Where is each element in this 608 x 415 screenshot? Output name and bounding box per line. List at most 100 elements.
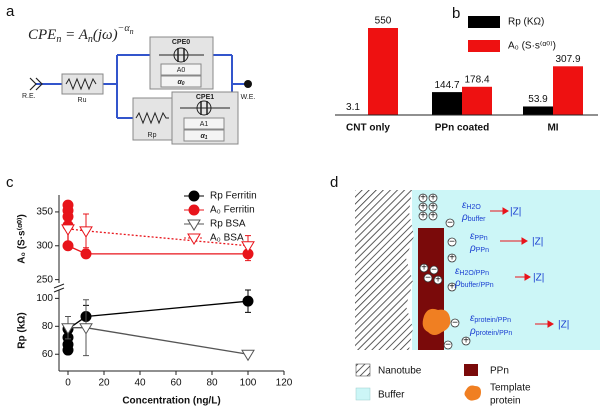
- legend-label: Rp (KΩ): [508, 17, 544, 28]
- shape: [428, 193, 438, 203]
- shape: +: [430, 202, 436, 213]
- shape: [464, 364, 478, 376]
- shape: +: [421, 263, 427, 274]
- component-label: Rp: [148, 132, 157, 139]
- bar: [432, 92, 462, 115]
- shape: [355, 190, 414, 350]
- legend-marker: [187, 233, 201, 245]
- impedance-label: |Z|: [533, 273, 544, 284]
- shape: [183, 117, 225, 130]
- shape: −: [445, 340, 451, 351]
- shape: [450, 318, 460, 328]
- legend-label: Template: [490, 383, 531, 394]
- data-point: [61, 224, 75, 236]
- bar: [553, 66, 583, 115]
- shape: [29, 77, 43, 91]
- property-label: εprotein/PPn: [470, 313, 511, 324]
- impedance-label: |Z|: [510, 207, 521, 218]
- legend-label: protein: [490, 396, 521, 407]
- x-tick-label: 120: [276, 378, 293, 389]
- property-label: ρprotein/PPn: [469, 326, 512, 337]
- shape: [547, 320, 554, 328]
- node-label: W.E.: [241, 94, 256, 101]
- shape: [135, 111, 169, 125]
- x-tick-label: 60: [170, 378, 182, 389]
- property-label: εH2O: [462, 200, 481, 211]
- shape: +: [420, 193, 426, 204]
- shape: [418, 193, 428, 203]
- legend-swatch: [468, 40, 500, 52]
- y-axis-label: Rp (kΩ): [17, 312, 28, 348]
- legend-marker: [187, 219, 201, 231]
- x-tick-label: MI: [547, 123, 558, 134]
- component-label: α1: [200, 133, 207, 141]
- legend-marker: [188, 204, 200, 216]
- shape: [447, 253, 457, 263]
- shape: [428, 202, 438, 212]
- legend-label: Buffer: [378, 390, 405, 401]
- node-label: R.E.: [22, 93, 36, 100]
- shape: [423, 273, 433, 283]
- series-line: [67, 300, 249, 351]
- x-tick-label: CNT only: [346, 123, 390, 134]
- charges: + ++ ++ + −−+ + −− ++ −+−: [420, 193, 469, 351]
- legend-label: A₀ BSA: [210, 233, 244, 244]
- shape: [419, 263, 429, 273]
- component-label: Ru: [78, 97, 87, 104]
- x-axis-label: Concentration (ng/L): [122, 396, 220, 407]
- x-tick-label: PPn coated: [435, 123, 489, 134]
- shape: +: [420, 202, 426, 213]
- shape: [355, 363, 371, 377]
- data-point: [242, 295, 254, 307]
- impedance-label: |Z|: [532, 237, 543, 248]
- legend-label: Rp Ferritin: [210, 191, 257, 202]
- shape: [244, 80, 252, 88]
- panel-label: d: [330, 174, 338, 191]
- shape: −: [452, 318, 458, 329]
- shape: [65, 77, 97, 91]
- shape: +: [435, 275, 441, 286]
- bar: [462, 86, 492, 115]
- x-tick-label: 20: [98, 378, 110, 389]
- equation: CPEn = An(jω)−αn: [28, 23, 134, 45]
- component-label: A1: [200, 121, 209, 128]
- shape: [196, 100, 212, 116]
- shape: [433, 275, 443, 285]
- property-label: ρbuffer/PPn: [454, 278, 494, 289]
- value-label: 144.7: [434, 80, 459, 91]
- shape: −: [449, 237, 455, 248]
- shape: +: [463, 336, 469, 347]
- y-tick-label: 350: [36, 207, 53, 218]
- legend-swatch: [468, 16, 500, 28]
- shape: +: [449, 253, 455, 264]
- shape: [490, 207, 554, 328]
- circuit: [29, 36, 252, 145]
- property-label: εPPn: [470, 231, 488, 242]
- data-point: [80, 248, 92, 260]
- shape: [183, 129, 225, 142]
- legend-label: Nanotube: [378, 366, 422, 377]
- value-label: 307.9: [555, 54, 580, 65]
- shape: [502, 207, 509, 215]
- schematic: + ++ ++ + −−+ + −− ++ −+−: [355, 190, 600, 401]
- value-label: 178.4: [464, 74, 489, 85]
- component-label: α0: [177, 79, 184, 87]
- shape: [447, 282, 457, 292]
- property-label: ρbuffer: [461, 212, 486, 223]
- panel-label: a: [6, 3, 15, 20]
- shape: [429, 265, 439, 275]
- shape: [447, 237, 457, 247]
- data-point: [241, 349, 255, 362]
- y-tick-label: 80: [42, 321, 54, 332]
- y-tick-label: 60: [42, 349, 54, 360]
- shape: [443, 340, 453, 350]
- data-point: [79, 323, 93, 335]
- shape: +: [430, 211, 436, 222]
- shape: [428, 211, 438, 221]
- x-tick-label: 40: [134, 378, 146, 389]
- shape: −: [431, 265, 437, 276]
- impedance-label: |Z|: [558, 320, 569, 331]
- shape: +: [449, 282, 455, 293]
- value-label: 550: [375, 16, 392, 27]
- legend-label: A₀ (S·s⁽ᵅ⁰⁾): [508, 41, 556, 52]
